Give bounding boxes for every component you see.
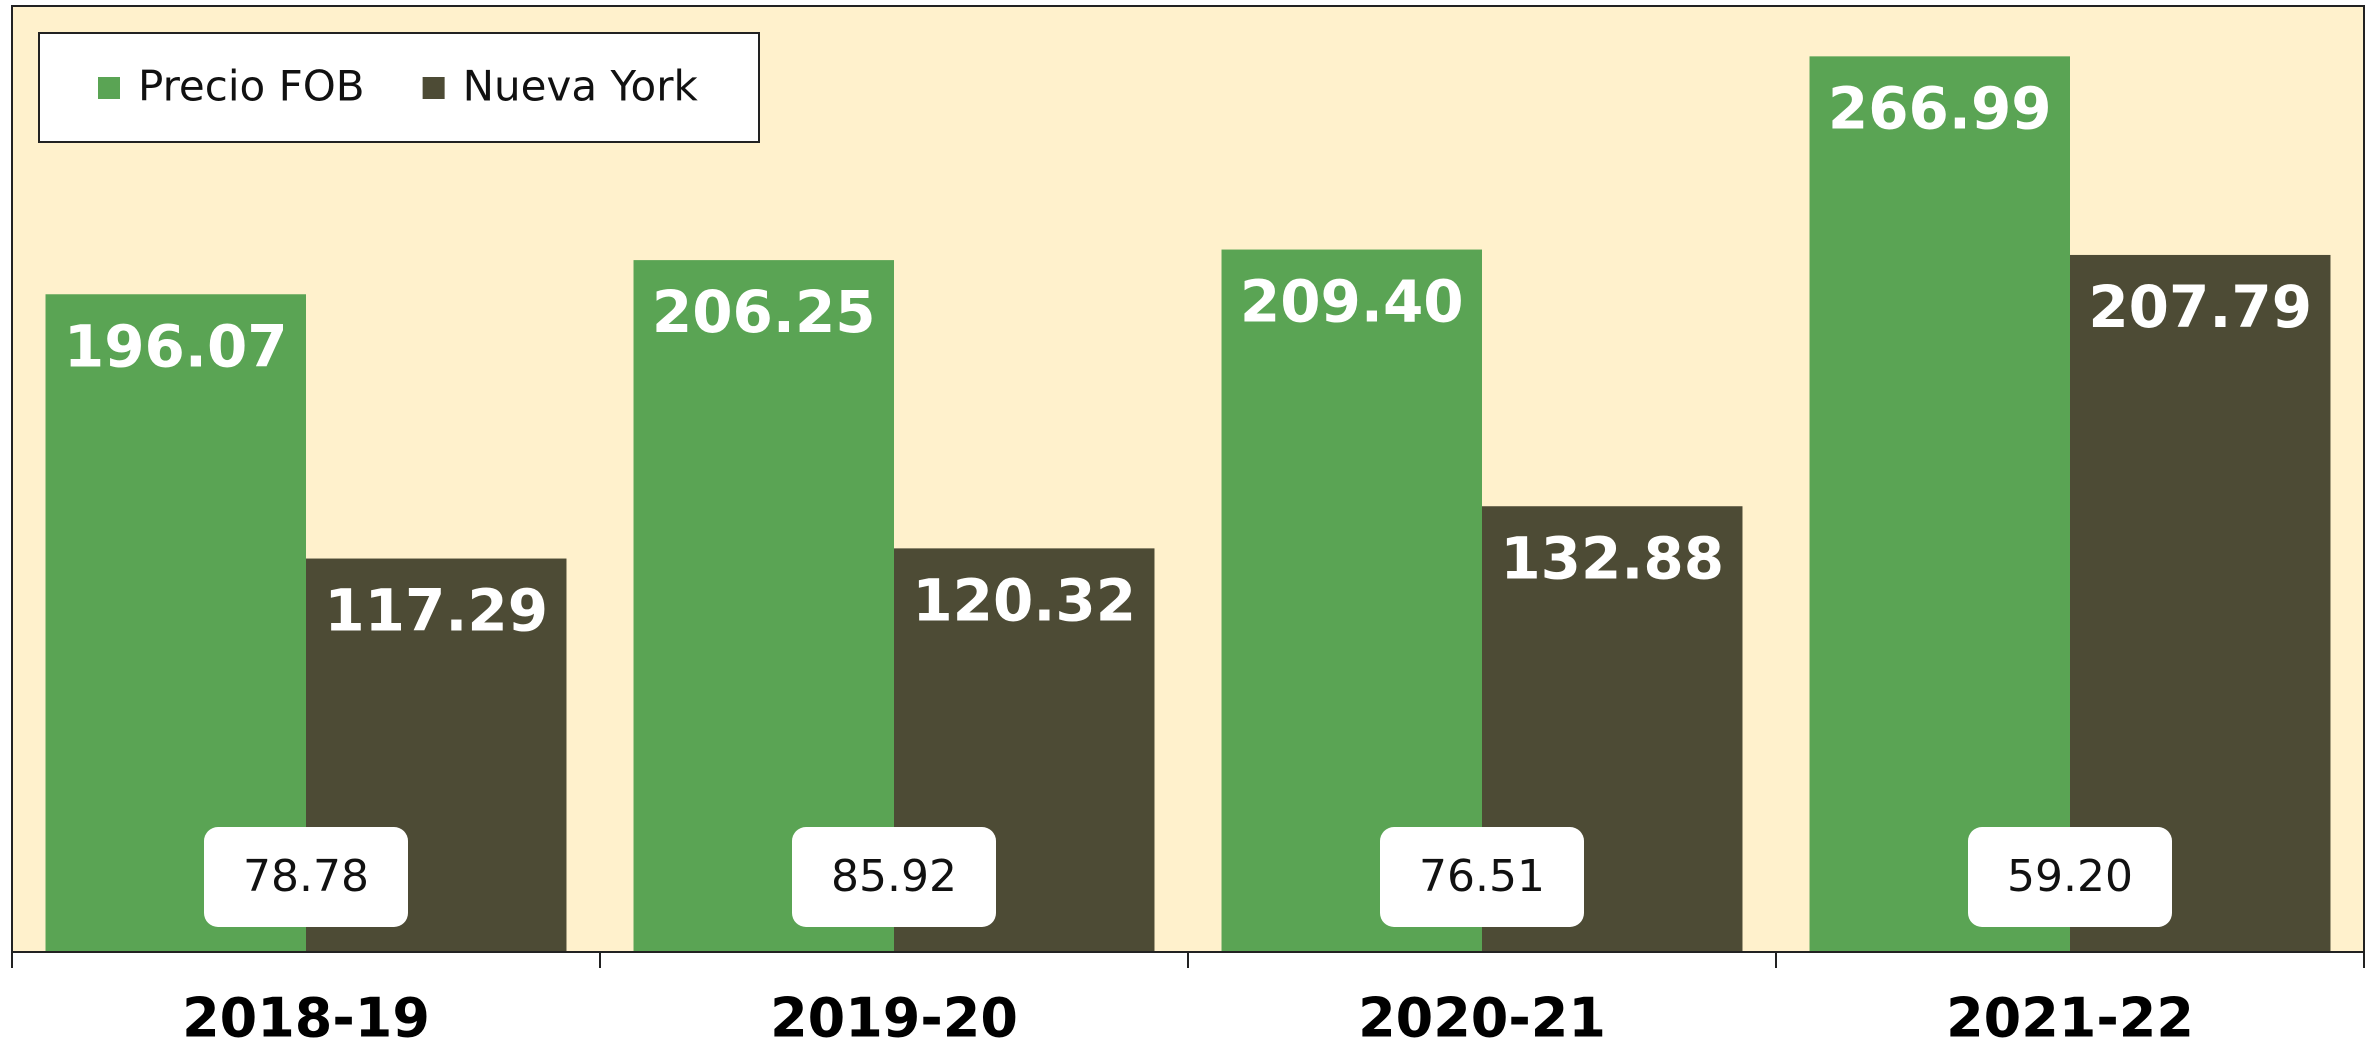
data-label: 132.88 — [1500, 524, 1724, 592]
difference-label: 78.78 — [243, 851, 369, 902]
data-label: 120.32 — [912, 566, 1136, 634]
difference-label: 76.51 — [1419, 851, 1545, 902]
legend-swatch — [98, 77, 120, 99]
data-label: 266.99 — [1828, 74, 2052, 142]
difference-box — [1380, 827, 1584, 927]
difference-label: 59.20 — [2007, 851, 2133, 902]
data-label: 117.29 — [324, 577, 548, 645]
difference-label: 85.92 — [831, 851, 957, 902]
x-tick-label: 2018-19 — [182, 987, 430, 1048]
x-tick-label: 2020-21 — [1358, 987, 1606, 1048]
legend-swatch — [422, 77, 445, 99]
data-label: 207.79 — [2088, 273, 2312, 341]
difference-box — [204, 827, 408, 927]
legend-label: Precio FOB — [138, 62, 365, 111]
x-tick-label: 2019-20 — [770, 987, 1018, 1048]
difference-box — [792, 827, 996, 927]
x-tick-label: 2021-22 — [1946, 987, 2194, 1048]
difference-box — [1968, 827, 2172, 927]
data-label: 196.07 — [64, 312, 288, 380]
bar — [1809, 56, 2070, 952]
data-label: 209.40 — [1240, 268, 1464, 336]
legend-label: Nueva York — [463, 62, 699, 111]
data-label: 206.25 — [652, 278, 876, 346]
legend-box — [38, 32, 760, 143]
